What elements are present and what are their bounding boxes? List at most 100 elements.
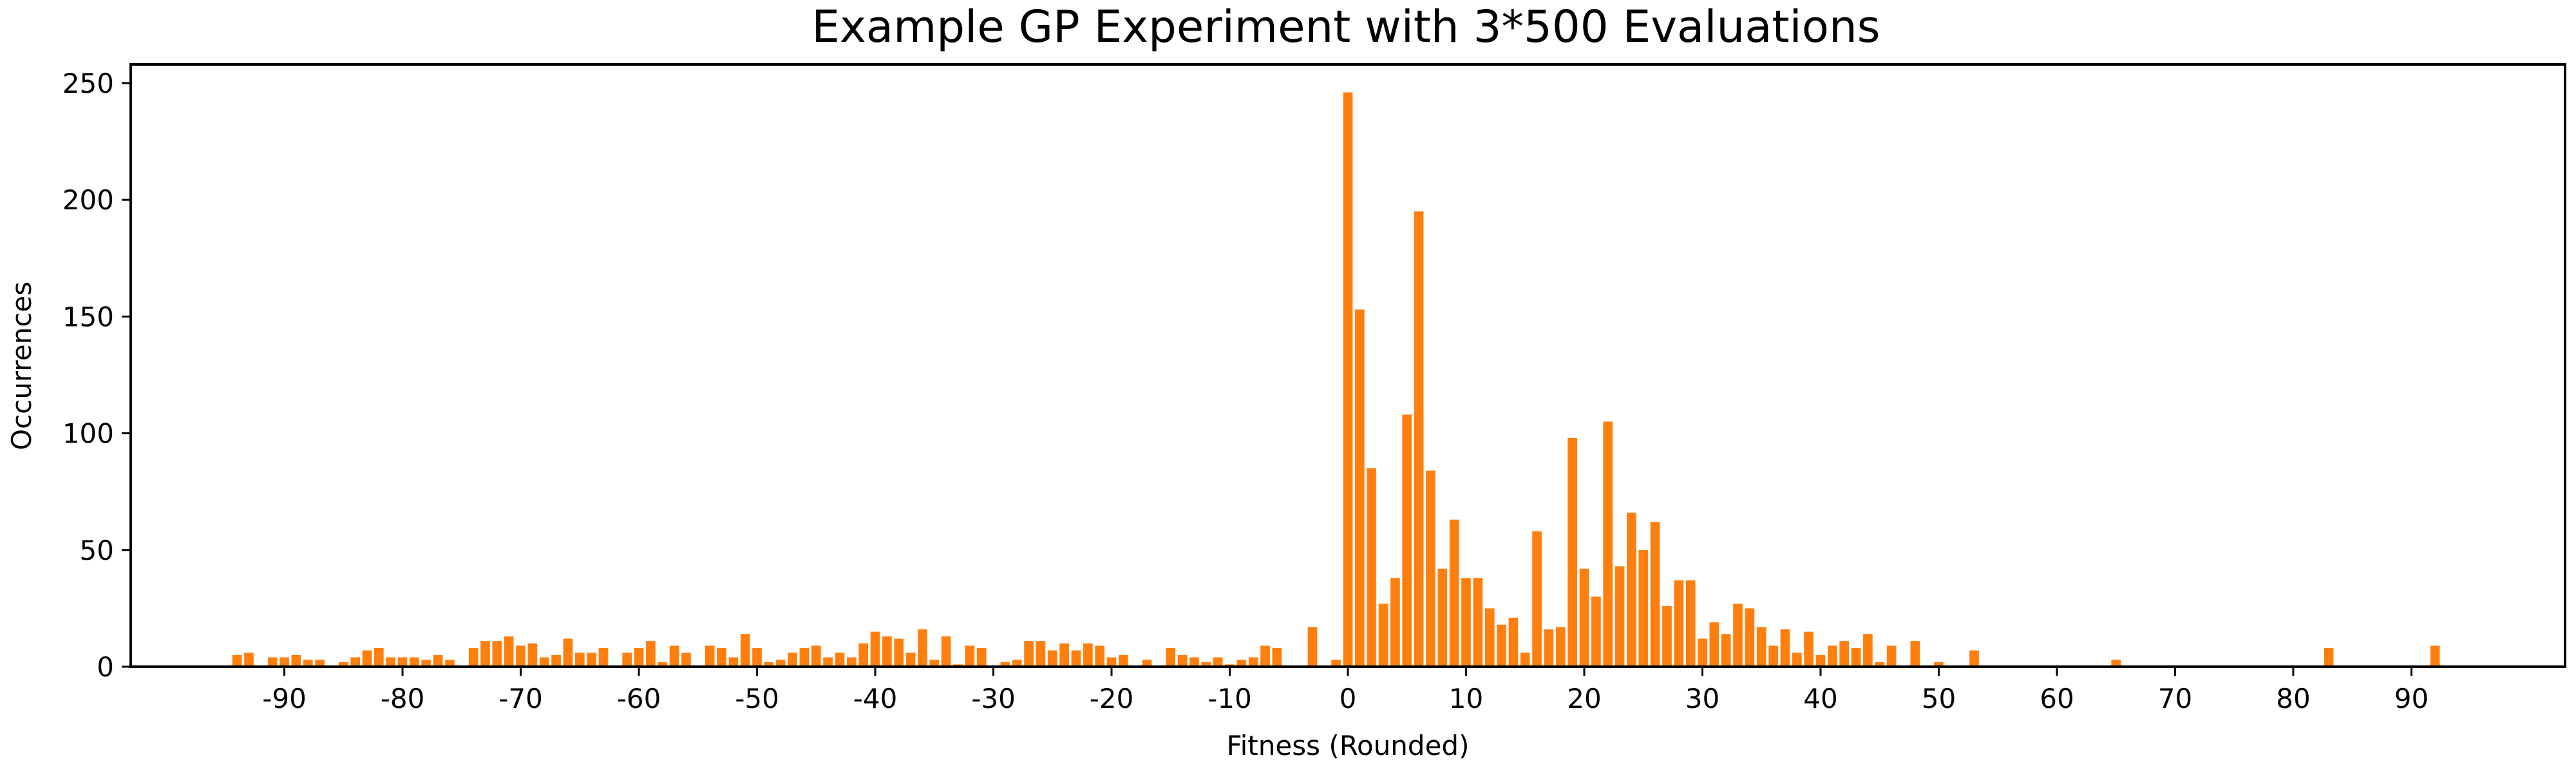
bar xyxy=(1083,643,1093,667)
bar xyxy=(846,657,857,667)
y-tick-label: 200 xyxy=(62,184,114,216)
bar xyxy=(527,643,538,667)
bar xyxy=(1012,660,1022,667)
bar xyxy=(835,653,845,667)
bar xyxy=(1071,650,1081,667)
bar xyxy=(1709,622,1719,667)
bar xyxy=(823,657,833,667)
bar xyxy=(1236,660,1247,667)
bar xyxy=(1426,470,1435,667)
bar xyxy=(1839,641,1850,667)
bar xyxy=(634,648,644,667)
bar xyxy=(918,629,927,667)
bar xyxy=(1142,660,1152,667)
bar xyxy=(858,643,869,667)
bar xyxy=(1331,660,1341,667)
bar xyxy=(1461,578,1471,667)
x-tick-label: -40 xyxy=(853,683,898,714)
bar xyxy=(1627,512,1636,667)
bar xyxy=(1095,645,1104,667)
bar xyxy=(1189,657,1199,667)
x-tick-label: 40 xyxy=(1803,683,1837,714)
bar xyxy=(1390,578,1400,667)
bar xyxy=(374,648,384,667)
bar xyxy=(315,660,325,667)
bar xyxy=(705,645,715,667)
bar xyxy=(1698,638,1707,667)
bar xyxy=(752,648,762,667)
x-tick-label: 60 xyxy=(2040,683,2074,714)
bar xyxy=(468,648,478,667)
bar xyxy=(1343,92,1353,667)
bar xyxy=(941,636,951,667)
bar xyxy=(1367,468,1377,667)
bar xyxy=(658,662,668,667)
plot-area-frame xyxy=(129,63,2566,668)
x-tick-label: -20 xyxy=(1090,683,1134,714)
bar xyxy=(1827,645,1837,667)
bar xyxy=(811,645,821,667)
bar xyxy=(1555,627,1566,667)
bar xyxy=(244,653,254,667)
chart-title: Example GP Experiment with 3*500 Evaluat… xyxy=(811,1,1880,53)
y-tick-label: 0 xyxy=(97,651,114,683)
y-tick-label: 250 xyxy=(62,68,114,99)
bar xyxy=(1059,643,1069,667)
bar xyxy=(279,657,289,667)
bar xyxy=(1863,634,1873,667)
bar xyxy=(1685,580,1696,667)
bar xyxy=(728,657,739,667)
bar xyxy=(1355,309,1365,667)
x-tick-label: -50 xyxy=(735,683,779,714)
bar xyxy=(1780,629,1790,667)
bar xyxy=(1745,608,1755,667)
x-tick-label: -60 xyxy=(617,683,661,714)
bar xyxy=(717,648,726,667)
x-tick-label: -30 xyxy=(971,683,1016,714)
bar xyxy=(646,641,656,667)
bars-group xyxy=(232,92,2440,667)
bar xyxy=(338,662,348,667)
bar xyxy=(1000,662,1010,667)
bar xyxy=(775,660,786,667)
bar xyxy=(421,660,431,667)
bar xyxy=(539,657,549,667)
bar xyxy=(1036,641,1046,667)
bar xyxy=(1497,624,1506,667)
bar xyxy=(504,636,514,667)
bar xyxy=(433,654,443,667)
bar xyxy=(669,645,679,667)
x-axis-label: Fitness (Rounded) xyxy=(1227,730,1470,761)
bar xyxy=(1662,606,1672,667)
bar xyxy=(291,654,301,667)
y-tick-label: 100 xyxy=(62,418,114,450)
bar xyxy=(870,631,880,667)
bar xyxy=(551,654,561,667)
y-tick-label: 150 xyxy=(62,301,114,332)
bar xyxy=(740,634,750,667)
bar xyxy=(2324,648,2334,667)
bar xyxy=(362,650,372,667)
bar xyxy=(1544,629,1554,667)
bar xyxy=(1248,657,1258,667)
bar xyxy=(516,645,526,667)
bar xyxy=(1875,662,1885,667)
bar xyxy=(929,660,940,667)
bar xyxy=(1437,568,1448,667)
bar xyxy=(976,648,987,667)
bar xyxy=(764,662,774,667)
bar xyxy=(492,641,502,667)
bar xyxy=(1307,627,1318,667)
bar xyxy=(2430,645,2440,667)
bar xyxy=(267,657,278,667)
bar xyxy=(882,636,892,667)
bar xyxy=(681,653,691,667)
bar xyxy=(1260,645,1270,667)
x-tick-label: 20 xyxy=(1567,683,1601,714)
bar xyxy=(1106,657,1117,667)
x-tick-label: 80 xyxy=(2276,683,2310,714)
bar xyxy=(905,653,916,667)
bar xyxy=(1484,608,1495,667)
